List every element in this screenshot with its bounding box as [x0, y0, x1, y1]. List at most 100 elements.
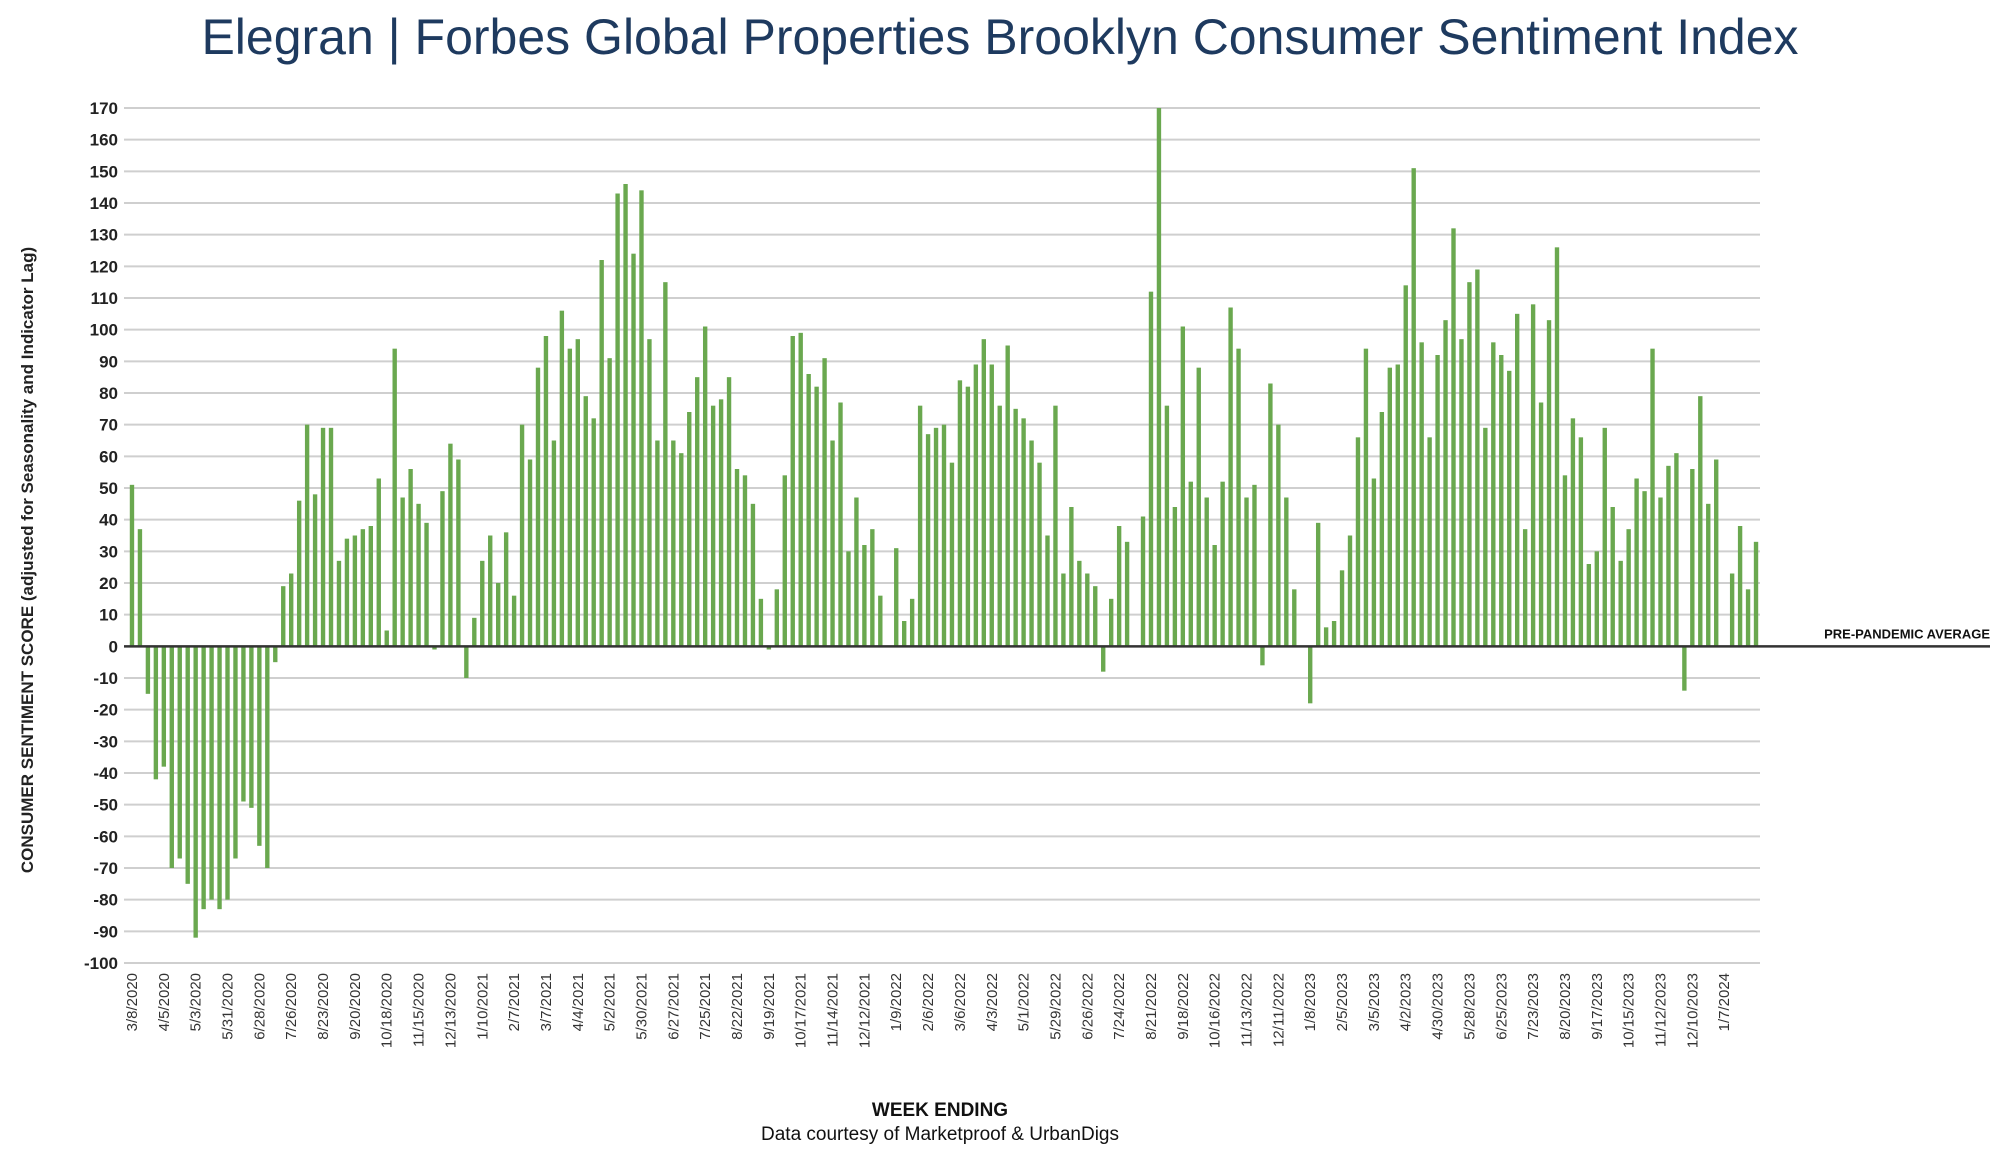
y-tick-label: 50: [99, 479, 118, 498]
bar: [233, 646, 238, 859]
bar: [304, 424, 310, 647]
bar: [1347, 535, 1353, 647]
bar: [1634, 478, 1639, 647]
bar: [368, 526, 373, 647]
x-tick-label: 12/12/2021: [856, 973, 873, 1048]
bar: [1339, 570, 1345, 647]
y-tick-label: -10: [93, 669, 118, 688]
bar: [1562, 475, 1568, 647]
y-tick-label: 70: [99, 416, 118, 435]
bar: [392, 348, 397, 647]
x-tick-label: 8/20/2023: [1557, 973, 1574, 1040]
x-tick-label: 5/2/2021: [602, 973, 619, 1031]
bar: [687, 412, 692, 647]
bar: [1737, 526, 1743, 647]
bar: [1379, 412, 1385, 647]
bar: [503, 532, 509, 647]
bar: [1387, 367, 1393, 647]
bar: [169, 646, 174, 868]
bar: [1475, 269, 1480, 647]
title-name: Brooklyn Consumer Sentiment Index: [984, 9, 1799, 65]
x-tick-label: 3/5/2023: [1366, 973, 1383, 1031]
x-tick-label: 5/1/2022: [1016, 973, 1033, 1031]
bar: [1172, 507, 1178, 647]
bar: [1714, 459, 1719, 647]
bar: [663, 282, 668, 647]
bar: [320, 427, 326, 647]
bar: [1491, 342, 1496, 647]
bar: [1578, 437, 1584, 647]
bar: [1682, 646, 1687, 691]
x-tick-label: 8/21/2022: [1143, 973, 1160, 1040]
bar: [1690, 469, 1695, 647]
bar: [1331, 621, 1337, 647]
bar: [296, 500, 302, 647]
bar: [360, 529, 366, 647]
bar: [281, 586, 286, 647]
y-tick-label: 130: [90, 226, 118, 245]
bar: [806, 374, 811, 647]
bar: [249, 646, 254, 808]
bar: [201, 646, 206, 910]
bar: [145, 646, 151, 694]
bar: [734, 469, 740, 647]
bar: [1355, 437, 1361, 647]
x-tick-label: 9/19/2021: [761, 973, 778, 1040]
bar: [615, 193, 620, 647]
x-tick-label: 12/11/2022: [1270, 973, 1287, 1047]
x-tick-label: 5/31/2020: [220, 973, 237, 1040]
bar: [1411, 168, 1416, 647]
y-tick-label: -50: [93, 796, 118, 815]
bar: [1308, 646, 1313, 704]
chart-title: Elegran | Forbes Global Properties Brook…: [0, 8, 2000, 66]
bar: [177, 646, 182, 859]
bar: [902, 621, 907, 647]
y-tick-label: 160: [90, 131, 118, 150]
x-tick-label: 5/28/2023: [1461, 973, 1478, 1040]
bar: [1666, 465, 1671, 647]
bar: [400, 497, 405, 647]
bar: [1658, 497, 1663, 647]
bar: [1093, 586, 1098, 647]
bar: [1443, 320, 1448, 647]
bar: [456, 459, 461, 647]
bar: [1101, 646, 1106, 672]
bar: [830, 440, 835, 647]
bar: [631, 253, 636, 647]
y-tick-label: 120: [90, 257, 118, 276]
bar: [1292, 589, 1297, 647]
bar: [1005, 345, 1010, 647]
bar: [1029, 440, 1034, 647]
bar: [814, 386, 819, 647]
bar: [1435, 355, 1440, 647]
bar: [710, 405, 716, 647]
y-tick-label: -20: [93, 701, 118, 720]
bar: [1753, 541, 1759, 647]
x-tick-label: 4/4/2021: [570, 973, 587, 1031]
bar: [1538, 402, 1544, 647]
x-tick-label: 2/7/2021: [506, 973, 523, 1031]
bar: [933, 427, 939, 647]
bar: [655, 440, 660, 647]
bar: [973, 364, 979, 647]
y-tick-label: -40: [93, 764, 118, 783]
bar: [1546, 320, 1552, 647]
y-tick-label: -60: [93, 827, 118, 846]
bar: [965, 386, 971, 647]
bar: [1602, 427, 1607, 647]
bar: [488, 535, 493, 647]
bar: [1570, 418, 1576, 647]
bar: [1706, 503, 1711, 647]
bar: [1618, 560, 1623, 647]
x-tick-label: 6/26/2022: [1079, 973, 1096, 1040]
bar: [1156, 108, 1162, 647]
bar: [1650, 348, 1655, 647]
bar: [1212, 545, 1217, 647]
y-tick-label: 90: [99, 352, 118, 371]
bar: [623, 184, 628, 647]
bar: [774, 589, 780, 647]
bar: [1323, 627, 1329, 647]
bar: [519, 424, 525, 647]
bar: [129, 484, 135, 647]
bar: [336, 560, 342, 647]
